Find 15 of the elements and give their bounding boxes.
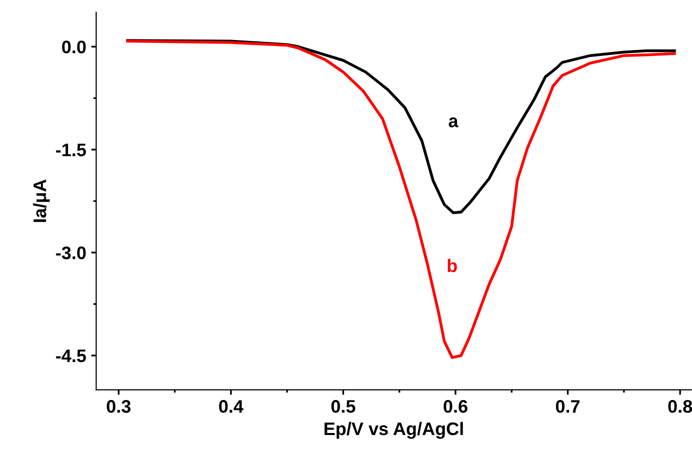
x-tick-label: 0.5 <box>331 400 356 413</box>
x-tick-label: 0.4 <box>219 400 244 413</box>
line-series <box>126 40 676 359</box>
series-label: a <box>448 117 458 128</box>
y-tick-label: -1.5 <box>56 144 86 156</box>
x-tick-label: 0.3 <box>106 400 131 413</box>
series-label: b <box>448 258 457 272</box>
y-axis-title: Ia/μA <box>32 179 50 222</box>
x-tick-label: 0.8 <box>668 400 692 413</box>
x-axis-title: Ep/V vs Ag/AgCl <box>324 422 463 439</box>
y-tick-label: 0.0 <box>62 40 86 54</box>
y-tick-label: -4.5 <box>56 350 86 362</box>
x-tick-label: 0.7 <box>556 400 580 413</box>
x-tick-label: 0.6 <box>444 400 468 413</box>
y-tick-label: -3.0 <box>56 246 86 260</box>
